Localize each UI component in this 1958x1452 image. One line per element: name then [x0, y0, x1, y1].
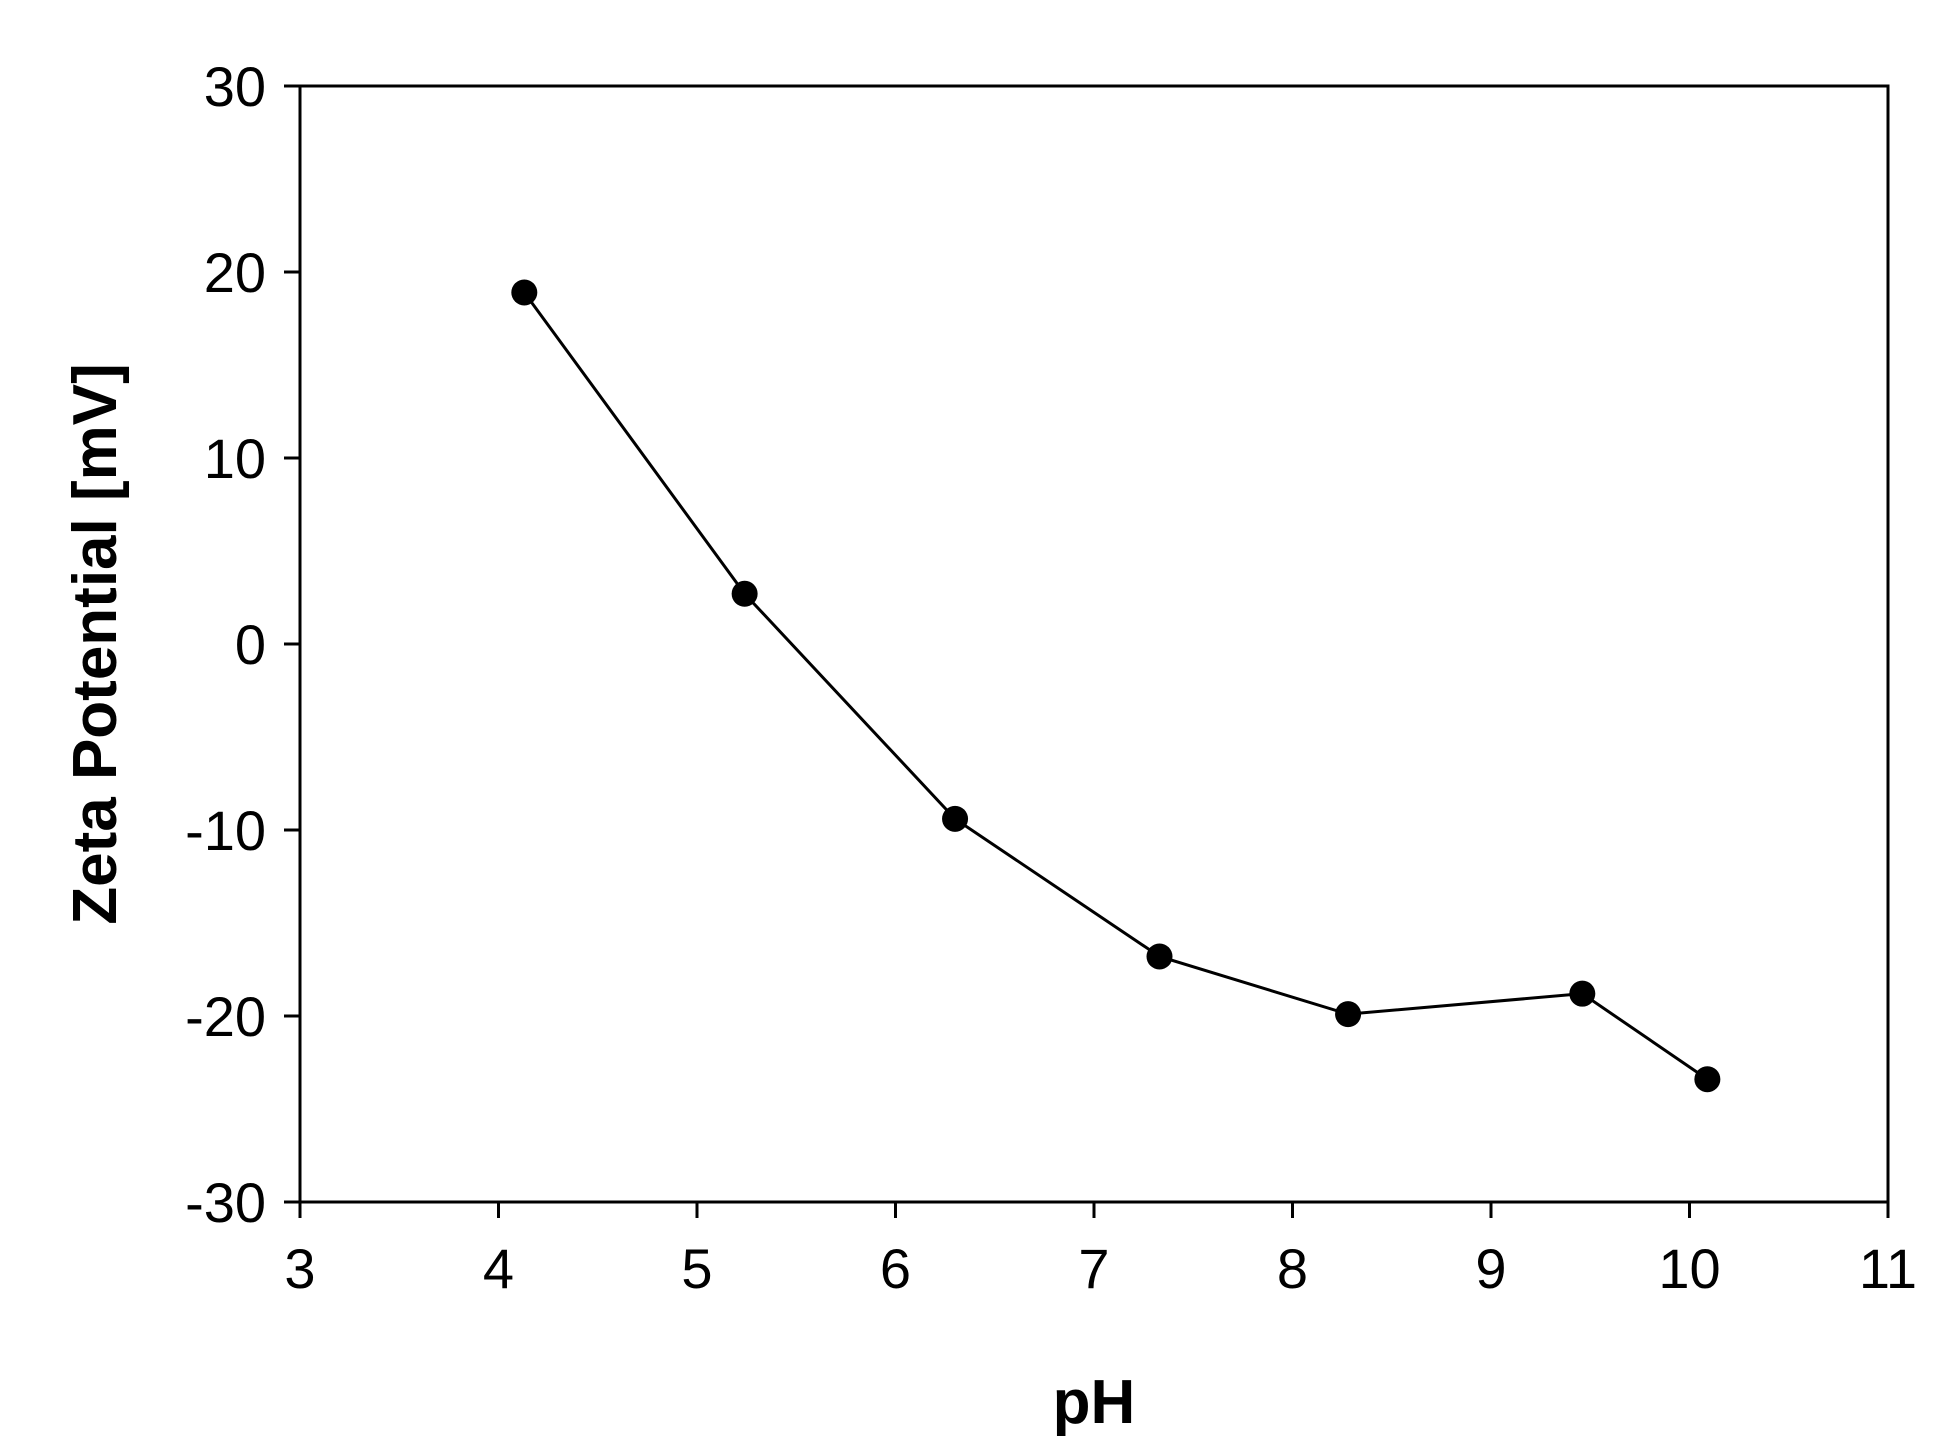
- y-tick-label: 0: [235, 613, 266, 676]
- series-layer: [511, 279, 1721, 1093]
- x-axis-ticks: 3 4 5 6 7 8 9 10 11: [284, 1202, 1917, 1300]
- x-tick-label: 6: [880, 1237, 911, 1300]
- x-tick-label: 7: [1078, 1237, 1109, 1300]
- y-tick-label: 10: [204, 427, 266, 490]
- x-tick-label: 5: [681, 1237, 712, 1300]
- y-tick-label: -20: [185, 985, 266, 1048]
- data-point: [1694, 1066, 1721, 1093]
- data-point: [1146, 943, 1173, 970]
- series-line: [523, 291, 1709, 1081]
- x-tick-label: 10: [1658, 1237, 1720, 1300]
- data-point: [1335, 1001, 1362, 1028]
- x-tick-label: 8: [1277, 1237, 1308, 1300]
- data-point: [942, 805, 969, 832]
- x-tick-label: 4: [483, 1237, 514, 1300]
- y-tick-label: -10: [185, 799, 266, 862]
- y-tick-label: 20: [204, 241, 266, 304]
- y-axis-ticks: -30 -20 -10 0 10 20 30: [185, 55, 300, 1234]
- x-tick-label: 11: [1859, 1237, 1917, 1300]
- plot-area: [298, 84, 1890, 1204]
- data-point: [1569, 980, 1596, 1007]
- x-axis-title: pH: [1053, 1368, 1136, 1437]
- x-tick-label: 3: [284, 1237, 315, 1300]
- y-tick-label: -30: [185, 1171, 266, 1234]
- plot-frame: [298, 84, 1890, 1204]
- y-axis-title: Zeta Potential [mV]: [61, 363, 130, 925]
- data-point: [511, 279, 538, 306]
- x-tick-label: 9: [1475, 1237, 1506, 1300]
- data-point: [731, 580, 758, 607]
- y-tick-label: 30: [204, 55, 266, 118]
